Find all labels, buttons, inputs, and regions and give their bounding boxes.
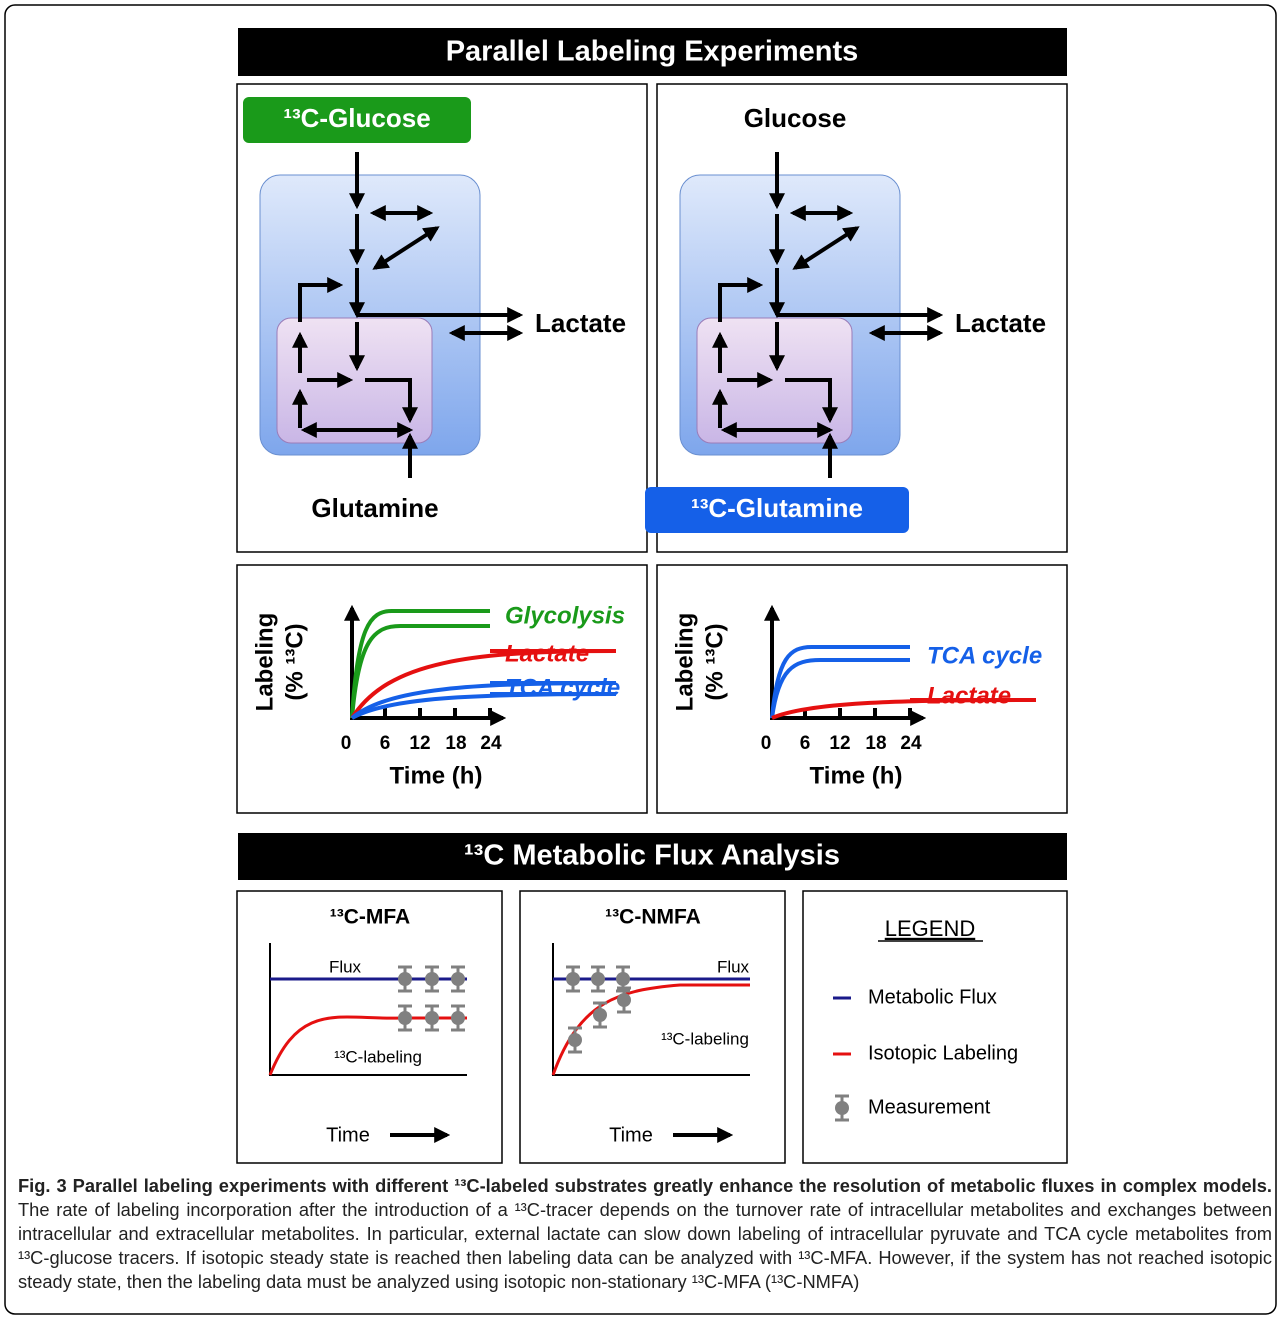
substrate-label: Glutamine (311, 493, 438, 523)
tracer-label: ¹³C-Glutamine (691, 493, 863, 523)
measurement (566, 972, 580, 986)
flux-label: Flux (329, 957, 362, 976)
measurement (425, 1011, 439, 1025)
x-tick-label: 24 (480, 733, 502, 754)
measurement (451, 1011, 465, 1025)
measurement (616, 972, 630, 986)
series-label: Lactate (927, 682, 1011, 709)
y-axis-label: Labeling (671, 613, 698, 712)
caption-text: The rate of labeling incorporation after… (18, 1199, 1272, 1292)
measurement (835, 1101, 849, 1115)
labeling-label: ¹³C-labeling (334, 1047, 422, 1066)
measurement (568, 1033, 582, 1047)
panel (237, 891, 502, 1163)
labeling-label: ¹³C-labeling (661, 1029, 749, 1048)
x-tick-label: 24 (900, 733, 922, 754)
panel (520, 891, 785, 1163)
x-tick-label: 6 (800, 733, 811, 754)
y-axis-label: (% ¹³C) (281, 623, 308, 700)
x-tick-label: 0 (341, 733, 352, 754)
panel-title: ¹³C-MFA (330, 906, 410, 929)
x-axis-label: Time (326, 1124, 370, 1146)
measurement (398, 972, 412, 986)
page: Parallel Labeling Experiments ¹³C Metabo… (0, 0, 1282, 1320)
product-label: Lactate (535, 308, 626, 338)
x-tick-label: 18 (865, 733, 886, 754)
measurement (425, 972, 439, 986)
legend-label: Measurement (868, 1096, 991, 1118)
x-tick-label: 0 (761, 733, 772, 754)
panel-title: ¹³C-NMFA (605, 906, 701, 929)
x-tick-label: 6 (380, 733, 391, 754)
flux-label: Flux (717, 957, 750, 976)
measurement (398, 1011, 412, 1025)
legend-title: LEGEND (885, 916, 975, 941)
tracer-label: ¹³C-Glucose (283, 103, 430, 133)
x-tick-label: 18 (445, 733, 466, 754)
measurement (617, 993, 631, 1007)
legend-label: Isotopic Labeling (868, 1042, 1018, 1064)
figure: Parallel Labeling Experiments ¹³C Metabo… (0, 0, 1282, 1320)
series-label: TCA cycle (505, 674, 620, 701)
product-label: Lactate (955, 308, 1046, 338)
x-tick-label: 12 (409, 733, 430, 754)
x-axis-label: Time (609, 1124, 653, 1146)
analysis-title: ¹³C Metabolic Flux Analysis (464, 840, 840, 872)
x-axis-label: Time (h) (390, 762, 483, 789)
series-label: Glycolysis (505, 602, 625, 629)
caption: Fig. 3 Parallel labeling experiments wit… (18, 1174, 1272, 1294)
y-axis-label: (% ¹³C) (701, 623, 728, 700)
outer-border (5, 5, 1276, 1314)
header-title: Parallel Labeling Experiments (446, 36, 859, 68)
series-label: TCA cycle (927, 642, 1042, 669)
measurement (591, 972, 605, 986)
substrate-label: Glucose (744, 103, 847, 133)
legend-label: Metabolic Flux (868, 986, 997, 1008)
x-tick-label: 12 (829, 733, 850, 754)
x-axis-label: Time (h) (810, 762, 903, 789)
y-axis-label: Labeling (251, 613, 278, 712)
measurement (451, 972, 465, 986)
caption-title: Fig. 3 Parallel labeling experiments wit… (18, 1175, 1272, 1196)
series-label: Lactate (505, 640, 589, 667)
labeling-curve (772, 647, 910, 718)
measurement (593, 1008, 607, 1022)
